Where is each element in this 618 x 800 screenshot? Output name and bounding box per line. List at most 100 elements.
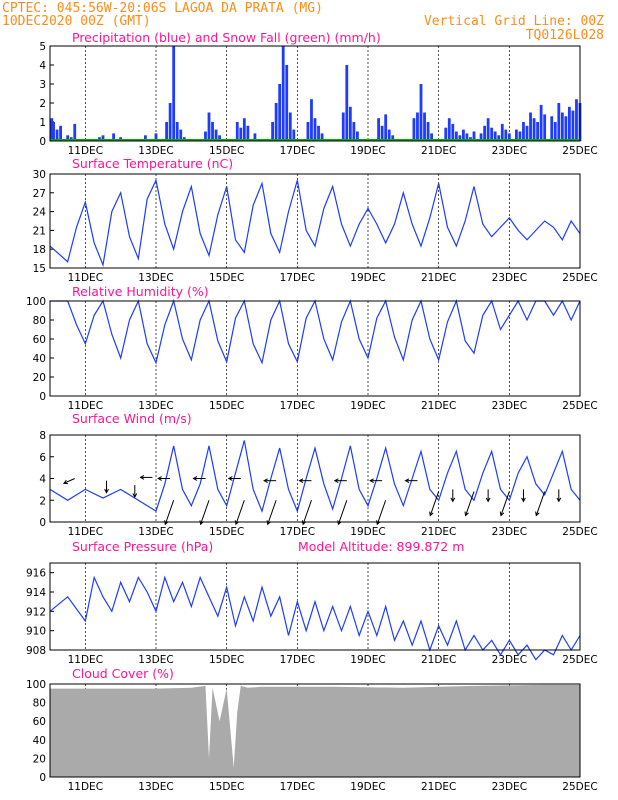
precip-bar [214,129,218,141]
x-tick-label: 23DEC [492,526,527,538]
x-tick-label: 13DEC [138,145,173,157]
precip-bar [285,65,289,141]
y-tick-label: 24 [33,207,47,219]
precip-bar [525,125,529,141]
y-tick-label: 30 [33,169,46,181]
x-tick-label: 25DEC [562,272,597,284]
precip-bar [345,65,349,141]
precip-bar [423,112,426,141]
header-station: CPTEC: 045:56W-20:06S LAGOA DA PRATA (MG… [2,1,323,16]
wind-arrow [465,491,475,516]
precip-bar [73,123,77,141]
precip-bar [419,84,423,141]
x-tick-label: 13DEC [138,272,173,284]
precip-bar [479,133,483,141]
x-tick-label: 15DEC [209,145,244,157]
y-tick-label: 8 [39,430,46,442]
wind-arrow-head [369,478,374,484]
wind-arrow-head [139,475,145,480]
x-tick-label: 17DEC [280,145,315,157]
wind-arrow [164,500,175,525]
x-tick-label: 25DEC [562,400,597,412]
precip-bar [529,112,532,141]
wind-arrow-head [132,493,138,499]
panel-3: 0 20 40 60 80 100 11DEC 13DEC 15DEC 17DEC 19DEC 21D… [26,284,598,412]
precip-bar [387,129,391,141]
wind-arrow-head [499,511,505,517]
precip-bar [292,129,296,141]
precip-bar [553,122,557,141]
x-tick-label: 25DEC [562,781,597,793]
panel-frame [49,45,581,142]
y-tick-label: 80 [33,315,46,327]
y-tick-label: 908 [26,645,46,657]
cloud-cover-area [50,684,580,777]
x-tick-label: 19DEC [350,145,385,157]
precip-bar [557,103,561,141]
x-tick-label: 19DEC [350,272,385,284]
precip-bar [317,125,320,141]
wind-arrow-head [104,488,109,494]
header-run-time: 10DEC2020 00Z (GMT) [2,14,151,29]
precip-bar [532,118,536,141]
y-tick-label: 0 [39,517,46,529]
panel-title: Surface Pressure (hPa) [72,539,213,554]
precip-bar [204,131,207,141]
precip-bar [211,122,214,141]
wind-arrow [376,500,387,525]
precip-bar [239,127,243,141]
y-tick-label: 3 [39,79,46,91]
precip-bar [447,118,451,141]
x-tick-label: 23DEC [492,654,527,666]
x-tick-label: 15DEC [209,654,244,666]
y-tick-label: 40 [33,353,46,365]
wind-arrow-head [263,478,268,484]
x-tick-label: 25DEC [562,526,597,538]
y-tick-label: 4 [39,60,46,72]
y-tick-label: 4 [39,474,46,486]
x-tick-label: 25DEC [562,654,597,666]
x-tick-label: 17DEC [280,526,315,538]
pressure-line [49,575,581,661]
x-tick-label: 13DEC [138,400,173,412]
x-tick-label: 23DEC [492,781,527,793]
y-tick-label: 0 [39,772,46,784]
wind-arrow [267,500,277,525]
wind-arrow [235,500,245,525]
precip-bar [507,133,511,141]
precip-bar [380,125,384,141]
wind-arrow [337,500,348,525]
x-tick-label: 23DEC [492,145,527,157]
x-tick-label: 21DEC [421,654,456,666]
model-altitude-label: Model Altitude: 899.872 m [298,539,464,554]
wind-arrow-head [485,497,491,503]
y-tick-label: 100 [26,679,46,691]
x-tick-label: 21DEC [421,781,456,793]
wind-arrow-head [556,497,562,503]
precip-bar [483,125,486,141]
wind-arrow [429,491,440,516]
wind-arrow-head [298,478,304,484]
x-tick-label: 21DEC [421,272,456,284]
precip-bar [568,106,571,141]
wind-arrow-head [227,476,233,481]
wind-arrow [302,500,312,525]
y-tick-label: 912 [26,606,46,618]
precip-bar [518,131,522,141]
precip-bar [271,122,274,141]
x-tick-label: 11DEC [68,145,103,157]
x-tick-label: 25DEC [562,145,597,157]
precip-bar [274,103,278,141]
temperature-line [49,178,581,268]
precip-bar [288,112,292,141]
precip-bar [168,103,172,141]
x-tick-label: 23DEC [492,400,527,412]
y-tick-label: 916 [26,568,46,580]
precip-bar [454,131,458,141]
precip-bar [165,122,168,141]
precip-bar [144,135,147,141]
wind-arrow-head [192,476,198,481]
wind-arrow-head [535,511,540,517]
precip-bar [426,122,430,141]
